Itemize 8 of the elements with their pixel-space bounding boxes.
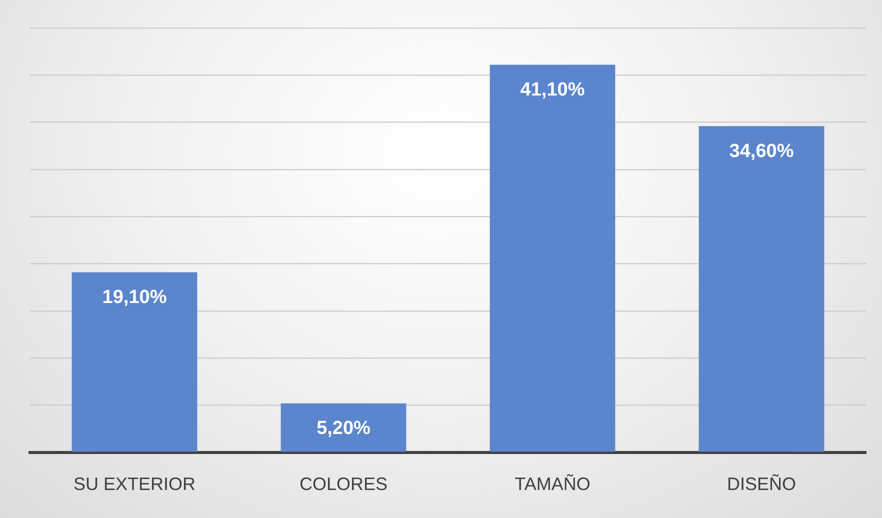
data-label: 41,10% [520, 80, 585, 101]
x-tick-label: TAMAÑO [514, 474, 590, 494]
data-label: 19,10% [102, 287, 167, 308]
x-tick-label: SU EXTERIOR [73, 474, 196, 494]
data-label: 34,60% [729, 140, 794, 162]
data-label: 5,20% [316, 418, 371, 440]
x-tick-label: COLORES [299, 474, 388, 494]
x-tick-label: DISEÑO [726, 474, 796, 494]
